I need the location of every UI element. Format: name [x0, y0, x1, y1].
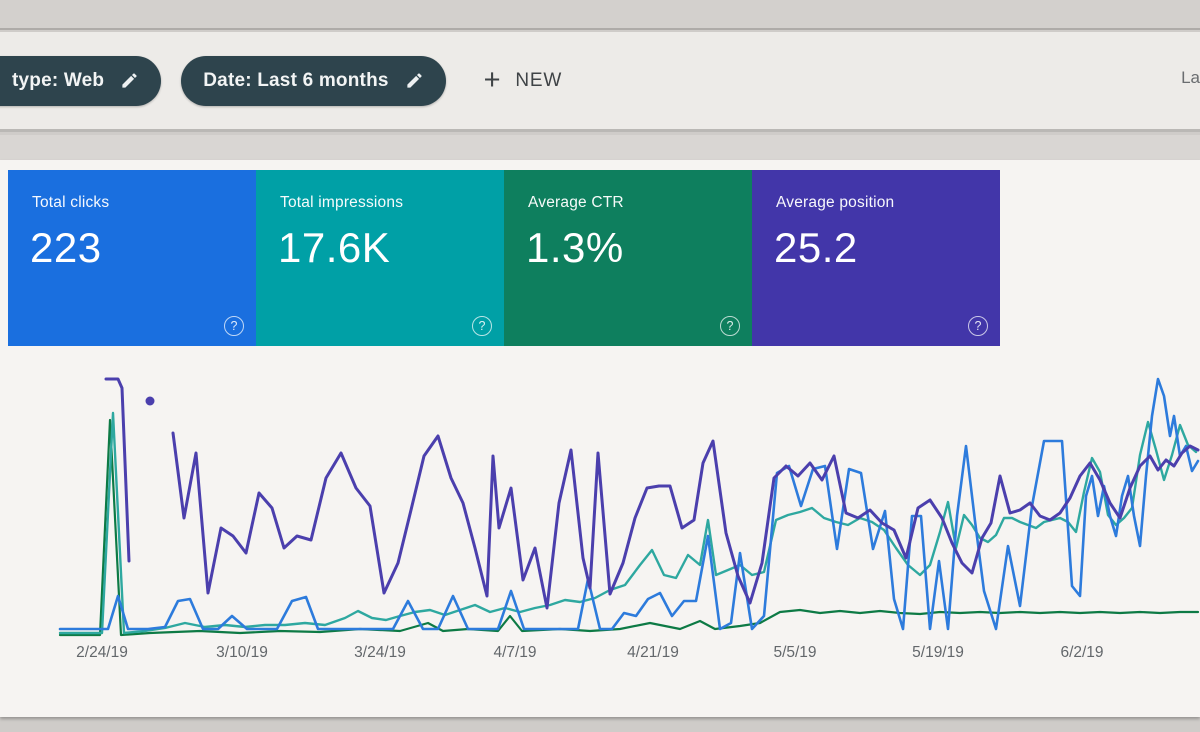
help-icon[interactable]: ?	[720, 316, 740, 336]
new-filter-label: NEW	[515, 69, 563, 91]
last-updated-partial-text: La	[1181, 68, 1200, 87]
help-icon[interactable]: ?	[224, 316, 244, 336]
metric-value: 17.6K	[278, 224, 391, 271]
metric-value: 1.3%	[526, 224, 624, 271]
x-axis-tick-label: 4/7/19	[493, 644, 537, 661]
x-axis-tick-label: 5/19/19	[912, 644, 964, 661]
pencil-icon[interactable]	[120, 71, 139, 90]
x-axis-tick-label: 2/24/19	[76, 644, 128, 661]
isolated-data-point	[145, 396, 155, 406]
help-icon[interactable]: ?	[472, 316, 492, 336]
x-axis-tick-label: 3/10/19	[216, 644, 268, 661]
pencil-icon[interactable]	[405, 71, 424, 90]
filter-chip-label: type: Web	[12, 69, 105, 91]
performance-line-chart[interactable]: 2/24/19 3/10/19 3/24/19 4/7/19 4/21/19 5/5/19…	[0, 356, 1200, 706]
new-filter-button[interactable]: + NEW	[484, 66, 562, 95]
metric-card-total-clicks[interactable]: Total clicks 223 ?	[8, 170, 256, 346]
series-line-position	[104, 377, 131, 563]
performance-panel: Total clicks 223 ? Total impressions 17.…	[0, 160, 1200, 717]
series-line-position	[171, 431, 1200, 610]
filter-toolbar: type: Web Date: Last 6 months + NEW La	[0, 32, 1200, 132]
help-icon[interactable]: ?	[968, 316, 988, 336]
x-axis-tick-label: 5/5/19	[773, 644, 817, 661]
filter-chip-date-range[interactable]: Date: Last 6 months	[181, 55, 446, 106]
series-line-impressions	[58, 411, 1198, 635]
metric-label: Average position	[776, 194, 895, 211]
x-axis-tick-label: 3/24/19	[354, 644, 406, 661]
metric-card-average-ctr[interactable]: Average CTR 1.3% ?	[504, 170, 752, 346]
x-axis-tick-label: 4/21/19	[627, 644, 679, 661]
metric-label: Total clicks	[32, 194, 110, 211]
metric-cards-row: Total clicks 223 ? Total impressions 17.…	[8, 170, 1000, 346]
metric-value: 223	[30, 224, 102, 271]
metric-card-average-position[interactable]: Average position 25.2 ?	[752, 170, 1000, 346]
metric-label: Average CTR	[528, 194, 624, 211]
x-axis-tick-label: 6/2/19	[1060, 644, 1104, 661]
screen-top-strip	[0, 0, 1200, 30]
filter-chip-search-type[interactable]: type: Web	[0, 55, 162, 106]
plus-icon: +	[483, 64, 502, 96]
metric-label: Total impressions	[280, 194, 404, 211]
filter-chip-label: Date: Last 6 months	[203, 69, 389, 91]
x-axis: 2/24/19 3/10/19 3/24/19 4/7/19 4/21/19 5/5/19…	[0, 644, 1200, 668]
background-gap	[0, 135, 1200, 160]
metric-value: 25.2	[774, 224, 858, 271]
chart-canvas[interactable]	[0, 356, 1200, 656]
series-line-clicks	[58, 377, 1200, 631]
metric-card-total-impressions[interactable]: Total impressions 17.6K ?	[256, 170, 504, 346]
series-line-ctr	[58, 418, 1200, 637]
